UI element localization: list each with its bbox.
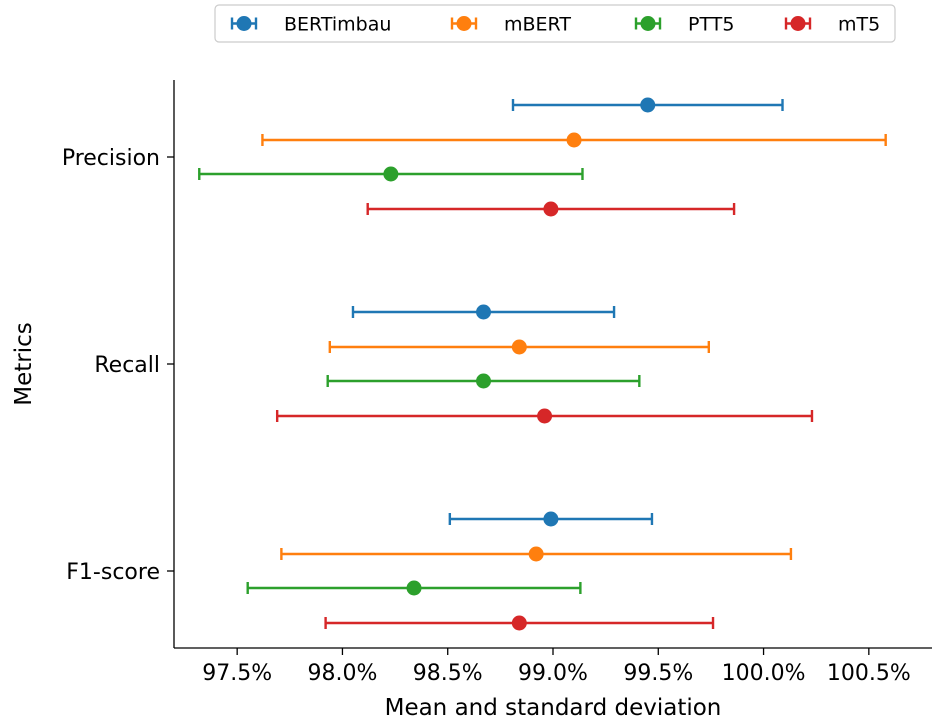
errorbar-mbert-recall [328, 339, 711, 355]
errorbar-mt5-recall [275, 408, 814, 424]
errorbar-bertimbau-f1-score [448, 511, 654, 527]
x-tick-label: 99.0% [518, 661, 588, 686]
y-tick-label: F1-score [66, 560, 160, 585]
legend: BERTimbau mBERT PTT5 mT5 [214, 4, 896, 43]
errorbar-mbert-f1-score [280, 546, 793, 562]
x-tick-label: 97.5% [202, 661, 272, 686]
x-axis-title: Mean and standard deviation [385, 695, 722, 720]
errorbar-mt5-precision [366, 201, 736, 217]
errorbar-ptt5-precision [198, 166, 584, 182]
y-axis-title: Metrics [11, 322, 37, 406]
mean-point [543, 511, 559, 527]
y-tick-label: Precision [62, 146, 160, 171]
mean-point [476, 373, 492, 389]
mean-point [476, 304, 492, 320]
legend-label: BERTimbau [284, 14, 391, 36]
legend-label: PTT5 [688, 14, 734, 36]
errorbar-ptt5-f1-score [246, 580, 582, 596]
legend-marker [236, 16, 252, 31]
legend-entry: mBERT [450, 14, 571, 36]
mean-point [406, 580, 422, 596]
axes: 97.5% 98.0% 98.5% 99.0% 99.5% 100.0% 100.5% Pre… [11, 80, 932, 720]
errorbar-bertimbau-precision [511, 97, 784, 113]
legend-entry: PTT5 [634, 14, 734, 36]
legend-marker [790, 16, 806, 31]
errorbar-bertimbau-recall [351, 304, 616, 320]
errorbar-ptt5-recall [326, 373, 641, 389]
x-tick-label: 98.0% [307, 661, 377, 686]
mean-point [383, 166, 399, 182]
plot-marks [198, 97, 887, 631]
legend-label: mT5 [838, 14, 880, 36]
legend-marker [456, 16, 472, 31]
y-tick-label: Recall [94, 353, 160, 378]
mean-point [640, 97, 656, 113]
mean-point [511, 339, 527, 355]
x-tick-label: 99.5% [623, 661, 693, 686]
x-tick-label: 100.0% [722, 661, 806, 686]
mean-point [511, 615, 527, 631]
mean-point [543, 201, 559, 217]
legend-label: mBERT [504, 14, 571, 36]
mean-point [537, 408, 553, 424]
legend-entry: mT5 [784, 14, 880, 36]
errorbar-mbert-precision [261, 132, 887, 148]
x-tick-label: 100.5% [827, 661, 911, 686]
x-tick-label: 98.5% [413, 661, 483, 686]
legend-entry: BERTimbau [230, 14, 391, 36]
legend-marker [640, 16, 656, 31]
errorbar-mt5-f1-score [324, 615, 715, 631]
mean-point [528, 546, 544, 562]
legend-frame [214, 4, 896, 43]
mean-point [566, 132, 582, 148]
